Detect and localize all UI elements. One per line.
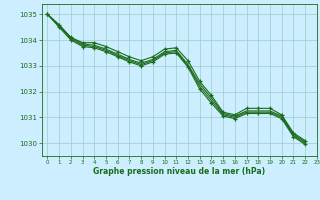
X-axis label: Graphe pression niveau de la mer (hPa): Graphe pression niveau de la mer (hPa) — [93, 167, 265, 176]
